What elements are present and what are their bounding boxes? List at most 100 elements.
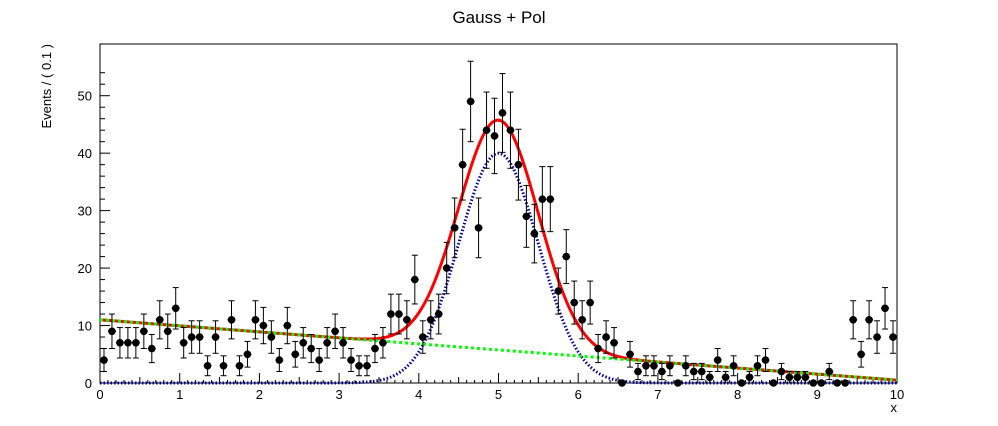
data-marker: [745, 373, 754, 382]
data-marker: [602, 333, 610, 341]
x-tick-label: 10: [890, 387, 904, 402]
data-marker: [849, 315, 857, 324]
x-tick-label: 9: [814, 387, 821, 402]
data-point: [331, 313, 340, 350]
data-point: [570, 280, 579, 325]
data-marker: [817, 379, 826, 387]
x-tick-label: 4: [415, 387, 422, 402]
data-point: [618, 379, 627, 387]
x-tick-label: 0: [96, 387, 103, 402]
data-marker: [761, 356, 770, 364]
data-marker: [339, 338, 347, 347]
data-marker: [474, 224, 483, 232]
data-point: [163, 313, 172, 350]
data-point: [538, 166, 547, 233]
data-point: [115, 327, 124, 359]
data-point: [458, 128, 467, 201]
data-point: [633, 362, 642, 381]
data-point: [554, 267, 563, 315]
data-point: [665, 355, 674, 377]
data-point: [713, 348, 722, 373]
data-point: [147, 333, 156, 364]
data-point: [641, 355, 650, 377]
data-point: [378, 327, 387, 359]
data-point: [227, 300, 236, 340]
data-point: [849, 300, 858, 340]
data-point: [689, 362, 698, 381]
data-marker: [697, 367, 706, 376]
fit-curve-background: [99, 318, 898, 382]
data-marker: [259, 321, 268, 330]
data-marker: [618, 379, 626, 387]
data-point: [673, 379, 682, 387]
data-point: [171, 287, 180, 330]
data-marker: [689, 367, 698, 376]
data-point: [761, 348, 770, 373]
data-marker: [355, 361, 363, 370]
data-point: [386, 293, 395, 335]
data-marker: [889, 333, 897, 341]
data-marker: [681, 361, 690, 370]
data-point: [363, 355, 371, 377]
data-marker: [498, 109, 507, 117]
data-marker: [450, 224, 459, 232]
data-marker: [514, 160, 523, 169]
data-marker: [801, 373, 810, 382]
data-point: [466, 60, 475, 143]
data-marker: [299, 338, 308, 347]
data-point: [729, 355, 738, 377]
data-point: [347, 348, 356, 373]
data-marker: [713, 356, 722, 364]
data-marker: [522, 212, 531, 221]
data-marker: [315, 356, 323, 364]
data-point: [562, 229, 571, 285]
data-point: [195, 320, 204, 354]
data-marker: [187, 333, 196, 341]
data-point: [769, 379, 778, 387]
data-point: [307, 333, 316, 364]
data-marker: [219, 361, 228, 370]
data-point: [801, 371, 810, 384]
data-point: [522, 184, 531, 248]
data-point: [211, 320, 220, 354]
data-point: [602, 320, 611, 354]
x-tick-label: 7: [654, 387, 661, 402]
data-point: [881, 287, 890, 330]
data-point: [267, 320, 276, 354]
data-marker: [506, 126, 515, 134]
data-point: [100, 348, 108, 373]
data-marker: [140, 327, 148, 336]
data-point: [123, 327, 132, 359]
data-marker: [674, 379, 682, 387]
data-marker: [825, 367, 834, 376]
data-marker: [530, 229, 539, 238]
data-marker: [769, 379, 778, 387]
data-point: [745, 371, 754, 384]
data-point: [339, 327, 348, 359]
data-marker: [562, 252, 571, 261]
data-marker: [100, 356, 108, 364]
data-point: [546, 166, 555, 233]
x-tick-label: 8: [734, 387, 741, 402]
data-point: [442, 241, 451, 295]
y-tick-label: 40: [78, 146, 92, 161]
data-marker: [721, 373, 730, 382]
data-point: [825, 362, 834, 381]
data-point: [370, 333, 379, 364]
data-point: [506, 91, 515, 169]
data-marker: [171, 304, 180, 313]
x-tick-label: 5: [495, 387, 502, 402]
data-marker: [124, 338, 132, 347]
data-marker: [163, 327, 172, 336]
fit-curves: [99, 118, 898, 385]
data-marker: [132, 338, 140, 347]
data-point: [865, 300, 874, 340]
data-marker: [610, 338, 618, 347]
data-marker: [116, 338, 124, 347]
data-point: [474, 197, 483, 259]
data-marker: [873, 333, 881, 341]
data-marker: [323, 338, 331, 347]
data-marker: [108, 327, 116, 336]
data-marker: [418, 333, 427, 341]
y-tick-label: 20: [78, 261, 92, 276]
